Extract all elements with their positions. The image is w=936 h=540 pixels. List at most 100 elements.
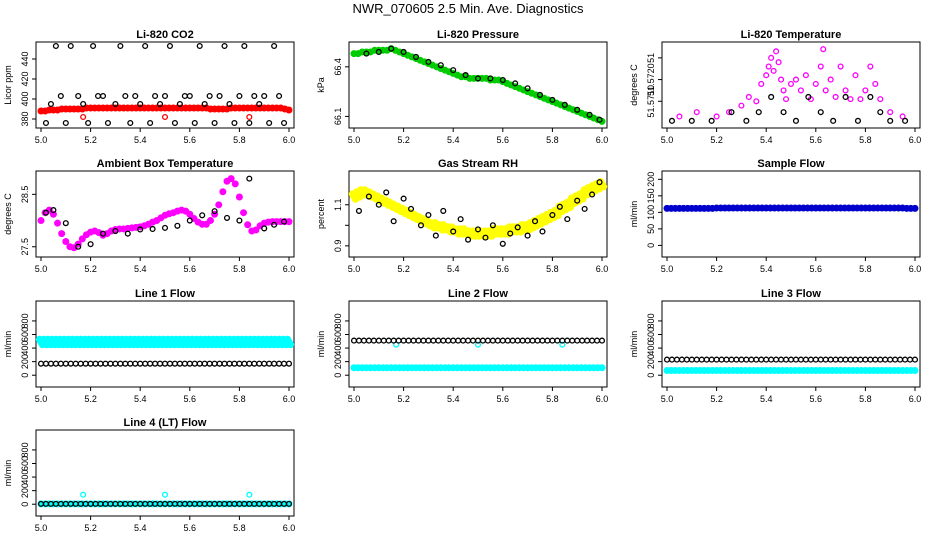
x-tick-label: 6.0 (909, 135, 922, 145)
data-point (882, 356, 889, 363)
data-point (132, 92, 139, 100)
data-point (383, 189, 390, 196)
data-point (223, 214, 231, 221)
data-point (152, 92, 159, 100)
data-point (854, 117, 862, 124)
data-point (112, 227, 119, 235)
x-tick-label: 5.8 (546, 135, 559, 145)
data-point (499, 337, 506, 344)
data-point (67, 360, 74, 367)
x-tick-label: 5.2 (397, 135, 410, 145)
data-point (708, 356, 715, 363)
data-point (75, 92, 82, 100)
data-point (782, 356, 790, 363)
y-tick-label: 51.5720 (646, 63, 656, 96)
x-tick-label: 5.6 (497, 264, 510, 274)
data-point (775, 59, 782, 66)
data-point (47, 100, 54, 108)
chart-panel-6: Sample Flow ml/min 5.0 5.2 5.4 5.6 5.8 6.0 0 50 10… (629, 158, 921, 274)
data-point (375, 337, 382, 344)
data-point (564, 337, 571, 344)
x-tick-label: 5.8 (233, 135, 246, 145)
data-point (693, 356, 700, 363)
data-point (410, 337, 417, 344)
y-axis-label: ml/min (316, 331, 326, 358)
data-point (161, 491, 169, 498)
data-point (586, 111, 593, 118)
data-point (147, 119, 154, 127)
data-point (544, 337, 551, 344)
data-point (579, 337, 586, 344)
figure-title: NWR_070605 2.5 Min. Ave. Diagnostics (352, 1, 584, 16)
data-point (768, 93, 775, 100)
y-tick-label: 66.4 (333, 58, 343, 76)
data-point (137, 100, 144, 108)
data-point (430, 337, 437, 344)
y-tick-label: 600 (20, 456, 30, 471)
x-tick-label: 5.2 (84, 523, 97, 533)
data-point (216, 92, 223, 100)
x-tick-label: 5.8 (859, 394, 872, 404)
data-point (219, 188, 227, 196)
data-point (509, 337, 516, 344)
x-tick-label: 6.0 (283, 264, 296, 274)
data-point (499, 76, 506, 84)
x-tick-label: 5.8 (233, 394, 246, 404)
data-point (479, 337, 487, 344)
chart-panel-2: Li-820 Pressure kPa 5.0 5.2 5.4 5.6 5.8 6.0 66.1… (316, 29, 608, 145)
data-point (149, 225, 156, 232)
data-point (842, 356, 849, 363)
data-point (450, 228, 457, 235)
data-point (390, 337, 397, 344)
y-tick-label: 51 (646, 53, 656, 63)
x-tick-label: 5.0 (348, 135, 361, 145)
data-point (221, 42, 228, 50)
data-point (807, 356, 814, 363)
data-point (549, 96, 556, 103)
x-tick-label: 6.0 (283, 394, 296, 404)
plot-frame (348, 170, 608, 258)
data-point (902, 356, 909, 363)
panel-title: Line 2 Flow (448, 288, 508, 300)
data-point (773, 48, 780, 55)
data-point (132, 360, 139, 367)
data-point (802, 72, 809, 79)
x-tick-label: 6.0 (909, 394, 922, 404)
data-point (758, 356, 765, 363)
data-point (499, 240, 506, 247)
data-point (728, 109, 735, 116)
y-axis-label: kPa (316, 77, 326, 93)
data-point (240, 209, 248, 217)
x-tick-label: 6.0 (596, 264, 609, 274)
data-point (787, 356, 795, 363)
data-point (822, 356, 829, 363)
data-point (161, 360, 169, 367)
data-point (196, 360, 203, 367)
data-point (445, 337, 452, 344)
data-point (549, 337, 556, 344)
data-point (531, 218, 539, 225)
data-point (780, 109, 787, 116)
data-point (420, 337, 427, 344)
data-point (484, 337, 491, 344)
data-point (474, 75, 482, 82)
x-tick-label: 5.4 (134, 523, 147, 533)
data-point (99, 92, 107, 100)
data-point (539, 228, 546, 235)
y-axis-label: ml/min (629, 201, 639, 228)
plot-frame (661, 170, 921, 258)
x-tick-label: 5.2 (710, 135, 723, 145)
series-yellow (348, 178, 608, 240)
x-tick-label: 5.6 (184, 264, 197, 274)
y-axis-label: ml/min (3, 460, 13, 487)
data-point (780, 87, 787, 94)
data-point (425, 337, 432, 344)
data-point (54, 219, 62, 227)
x-tick-label: 5.4 (134, 264, 147, 274)
y-tick-label: 51.5710 (646, 85, 656, 118)
data-point (877, 356, 884, 363)
x-tick-label: 5.8 (546, 394, 559, 404)
y-tick-label: 400 (333, 341, 343, 356)
data-point (57, 92, 64, 100)
data-point (226, 360, 233, 367)
